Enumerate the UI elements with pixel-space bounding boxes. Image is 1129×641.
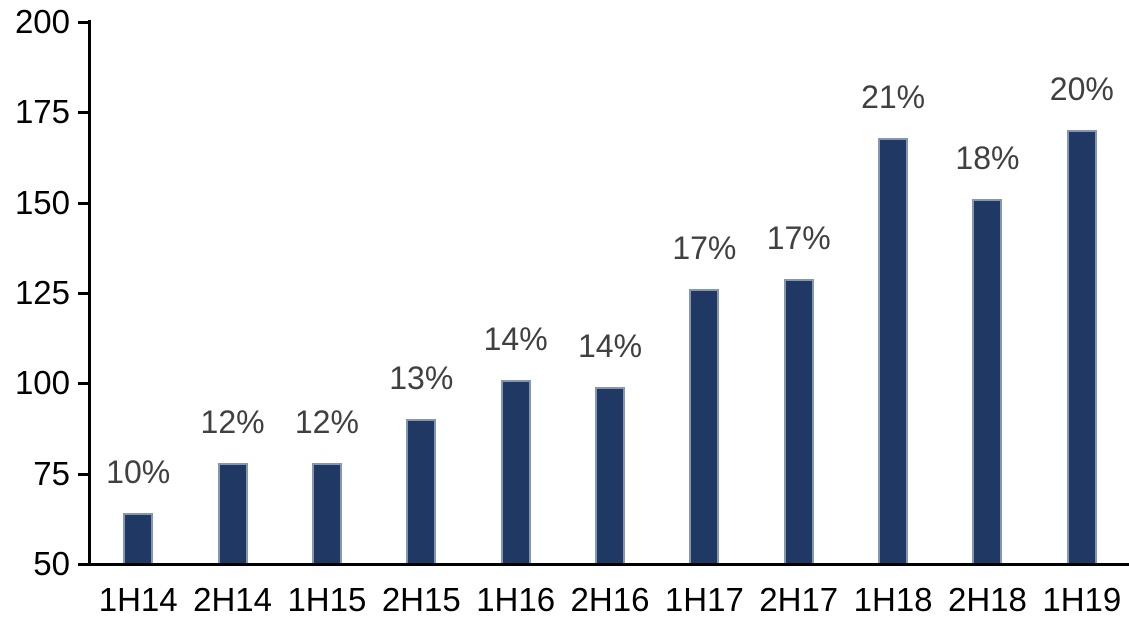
y-axis-tick	[78, 201, 91, 205]
x-axis-label-1H16: 1H16	[476, 581, 556, 618]
y-axis-tick-label: 175	[14, 93, 70, 131]
bar-2H14	[217, 462, 248, 564]
bar-value-label-1H17: 17%	[672, 230, 737, 267]
bar-value-label-2H14: 12%	[200, 403, 265, 440]
bar-1H19	[1066, 130, 1097, 564]
bar-value-label-1H18: 21%	[861, 78, 926, 115]
x-axis-label-2H18: 2H18	[948, 581, 1027, 618]
bar-value-label-2H15: 13%	[389, 360, 454, 397]
y-axis-tick	[78, 21, 91, 24]
x-axis-label-1H14: 1H14	[98, 581, 178, 618]
x-axis-label-2H17: 2H17	[759, 581, 839, 618]
y-axis-tick-label: 125	[14, 274, 70, 311]
y-axis-tick-label: 100	[14, 364, 70, 402]
y-axis-tick	[78, 292, 91, 295]
y-axis-tick-label: 200	[14, 3, 70, 40]
x-axis-line	[78, 563, 1129, 566]
bar-1H14	[123, 513, 154, 564]
x-axis-label-1H18: 1H18	[853, 581, 933, 618]
y-axis-tick	[78, 382, 91, 386]
bar-value-label-2H17: 17%	[766, 219, 831, 256]
bar-2H18	[972, 199, 1003, 564]
bar-value-label-1H19: 20%	[1049, 71, 1114, 108]
bar-2H15	[406, 419, 437, 564]
bar-1H18	[878, 137, 909, 564]
bar-value-label-1H14: 10%	[106, 454, 171, 491]
bar-value-label-2H16: 14%	[577, 327, 643, 364]
bar-1H17	[689, 289, 720, 564]
x-axis-label-2H15: 2H15	[381, 581, 461, 618]
y-axis-tick-label: 150	[14, 183, 70, 221]
y-axis-tick	[78, 111, 91, 115]
bar-value-label-1H16: 14%	[483, 320, 548, 357]
bar-2H16	[595, 386, 625, 564]
y-axis-tick-label: 50	[33, 545, 70, 582]
x-axis-label-1H19: 1H19	[1042, 581, 1122, 618]
y-axis-tick-label: 75	[33, 454, 70, 492]
bar-value-label-1H15: 12%	[294, 403, 359, 440]
bar-1H16	[500, 379, 531, 564]
x-axis-label-2H16: 2H16	[570, 581, 650, 618]
bar-value-label-2H18: 18%	[955, 140, 1020, 177]
x-axis-label-1H17: 1H17	[664, 581, 744, 618]
x-axis-label-1H15: 1H15	[287, 581, 367, 618]
bar-2H17	[783, 278, 814, 564]
x-axis-label-2H14: 2H14	[193, 581, 272, 618]
y-axis-tick	[78, 472, 91, 476]
bar-1H15	[311, 462, 342, 564]
